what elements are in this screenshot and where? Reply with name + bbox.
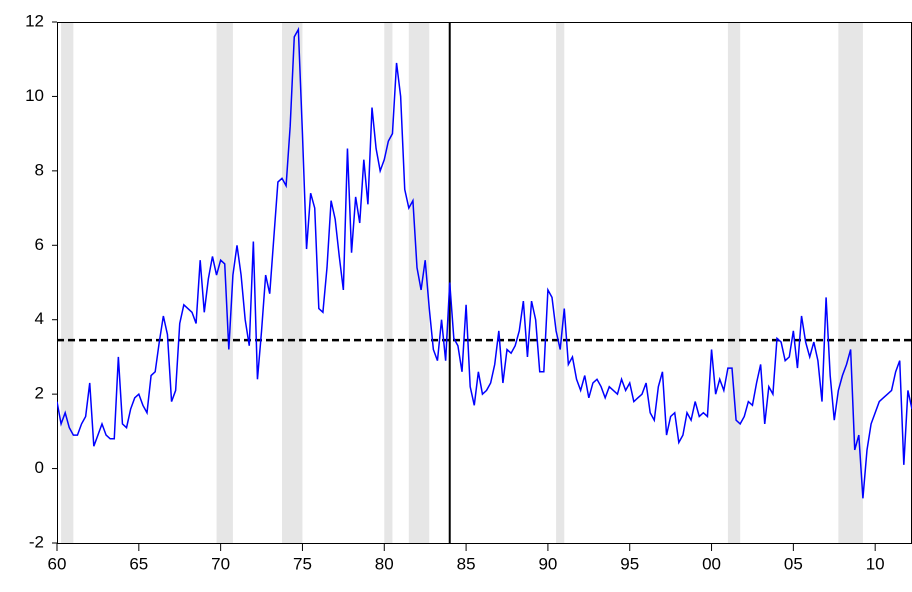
x-tick-label: 70 <box>211 554 230 573</box>
y-tick-label: 8 <box>35 160 44 179</box>
x-tick-label: 65 <box>129 554 148 573</box>
x-tick-label: 75 <box>293 554 312 573</box>
y-tick-label: 0 <box>35 458 44 477</box>
y-tick-label: 6 <box>35 235 44 254</box>
recession-band <box>61 22 74 543</box>
recession-band <box>727 22 741 543</box>
x-tick-label: 90 <box>538 554 557 573</box>
recession-band <box>384 22 393 543</box>
x-tick-label: 05 <box>784 554 803 573</box>
x-tick-label: 80 <box>375 554 394 573</box>
y-tick-label: 2 <box>35 384 44 403</box>
recession-band <box>556 22 565 543</box>
plot-frame <box>57 22 912 544</box>
x-tick-label: 10 <box>866 554 885 573</box>
x-tick-label: 85 <box>457 554 476 573</box>
x-tick-label: 95 <box>620 554 639 573</box>
y-tick-label: 12 <box>25 11 44 30</box>
x-tick-label: 00 <box>702 554 721 573</box>
series-line <box>57 26 912 499</box>
recession-band <box>216 22 233 543</box>
y-tick-label: -2 <box>29 532 44 551</box>
recession-band <box>838 22 863 543</box>
y-tick-label: 10 <box>25 86 44 105</box>
recession-band <box>282 22 303 543</box>
y-tick-label: 4 <box>35 309 44 328</box>
x-tick-label: 60 <box>48 554 67 573</box>
